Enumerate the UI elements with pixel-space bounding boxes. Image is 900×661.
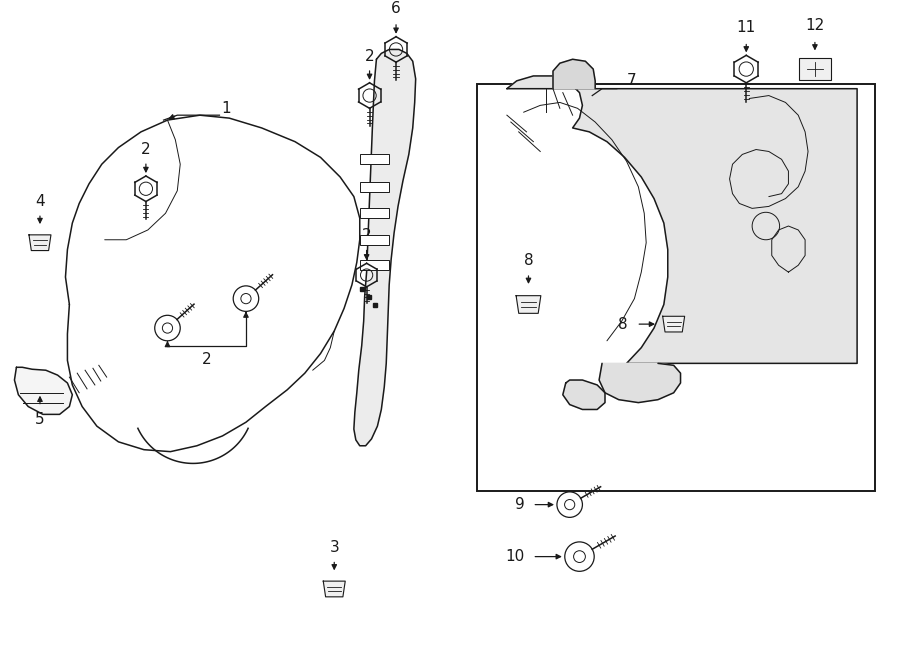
Polygon shape xyxy=(662,316,685,332)
Text: 4: 4 xyxy=(35,194,45,209)
Polygon shape xyxy=(553,59,595,89)
Bar xyxy=(360,208,389,218)
Text: 2: 2 xyxy=(364,49,374,64)
Polygon shape xyxy=(562,380,605,409)
Text: 12: 12 xyxy=(806,19,824,34)
Text: 8: 8 xyxy=(617,317,627,332)
Text: 6: 6 xyxy=(392,1,400,16)
Bar xyxy=(799,58,831,80)
Text: 11: 11 xyxy=(736,20,756,36)
Polygon shape xyxy=(599,364,680,403)
Bar xyxy=(360,155,389,164)
Text: 1: 1 xyxy=(221,101,231,116)
Bar xyxy=(360,235,389,245)
Text: 8: 8 xyxy=(524,253,534,268)
Text: 10: 10 xyxy=(505,549,525,564)
Polygon shape xyxy=(323,581,346,597)
Polygon shape xyxy=(14,368,72,414)
Bar xyxy=(478,84,875,491)
Polygon shape xyxy=(507,76,857,364)
Bar xyxy=(360,260,389,270)
Text: 9: 9 xyxy=(515,497,525,512)
Text: 2: 2 xyxy=(202,352,211,367)
Text: 5: 5 xyxy=(35,412,45,427)
Text: 3: 3 xyxy=(329,540,339,555)
Text: 2: 2 xyxy=(362,228,372,243)
Polygon shape xyxy=(516,295,541,313)
Text: 7: 7 xyxy=(626,73,636,89)
Polygon shape xyxy=(29,235,51,251)
Bar xyxy=(360,182,389,192)
Text: 2: 2 xyxy=(141,142,150,157)
Polygon shape xyxy=(354,50,416,446)
